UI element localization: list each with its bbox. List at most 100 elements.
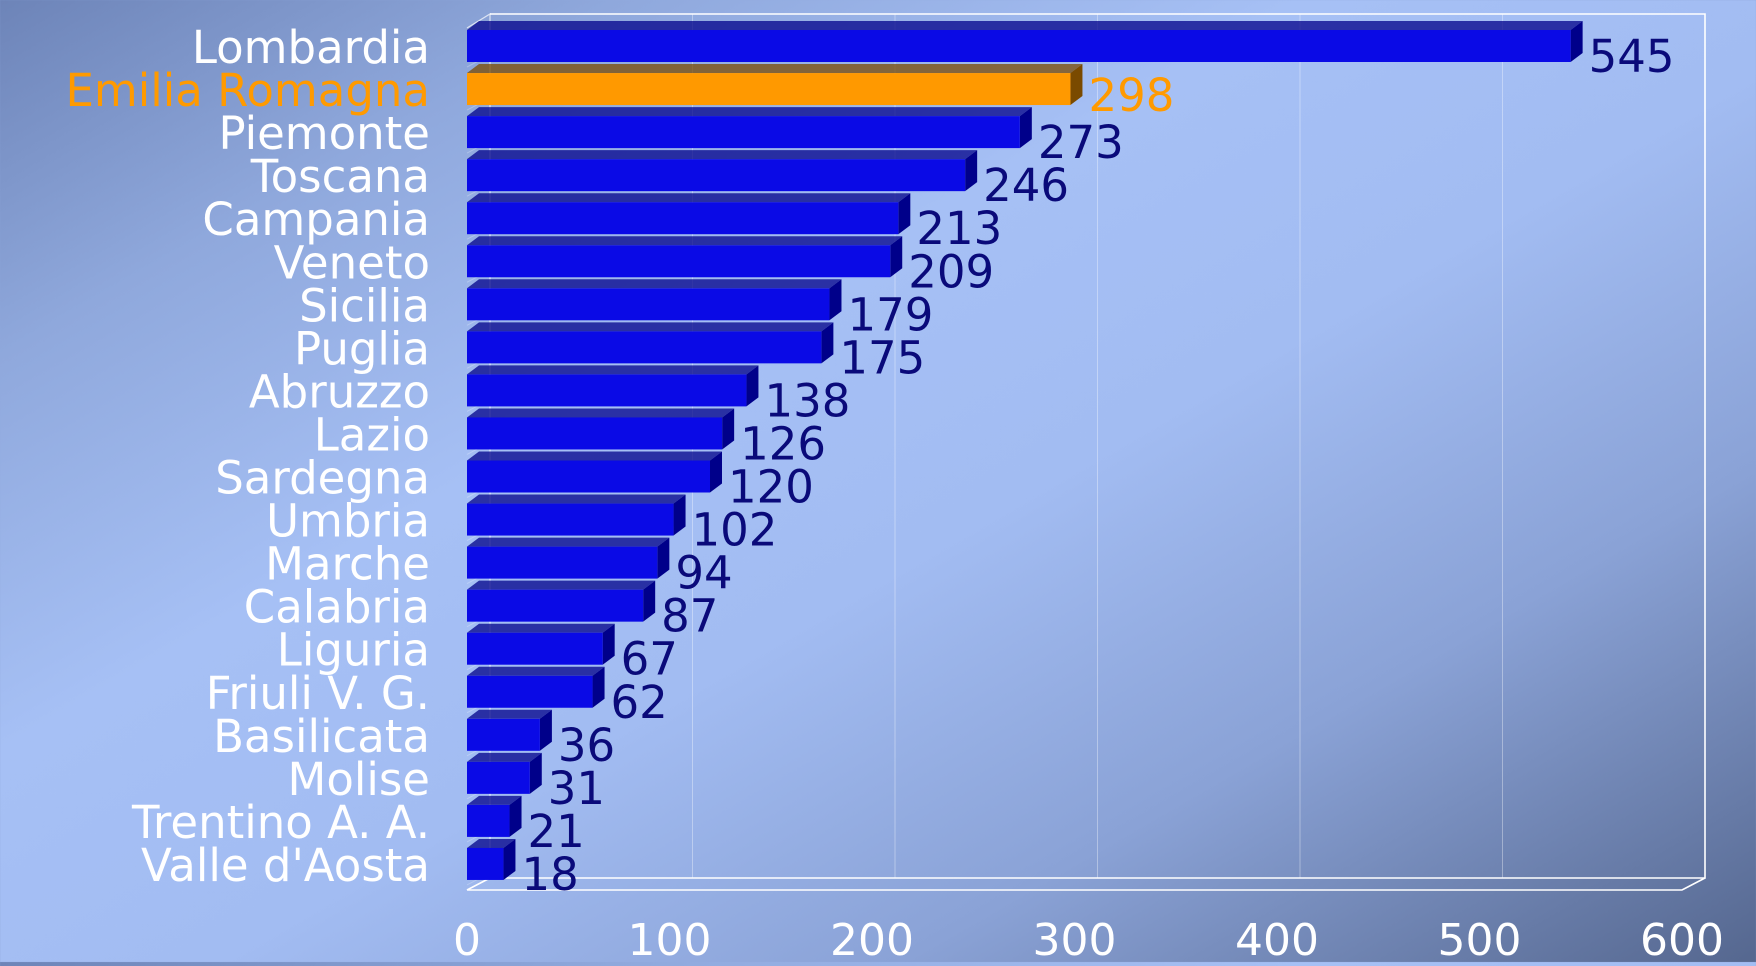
value-label: 62 — [611, 676, 668, 729]
bar-top-face — [467, 451, 722, 461]
bar-side-face — [898, 193, 911, 235]
bar-top-face — [467, 236, 903, 246]
bar-side-face — [722, 408, 735, 450]
bar — [467, 761, 530, 794]
category-label: Trentino A. A. — [131, 796, 430, 849]
bar-side-face — [821, 322, 834, 364]
bar-side-face — [503, 838, 516, 880]
bar — [467, 718, 540, 751]
category-label: Calabria — [244, 581, 430, 634]
x-tick-label: 200 — [830, 915, 914, 962]
x-tick-label: 100 — [628, 915, 712, 962]
category-label: Basilicata — [213, 710, 430, 763]
bar-top-face — [467, 623, 615, 633]
x-tick-label: 600 — [1640, 915, 1724, 962]
value-label: 67 — [621, 633, 678, 686]
bar-side-face — [710, 451, 722, 493]
bar — [467, 675, 593, 708]
bar-side-face — [746, 365, 759, 407]
value-label: 102 — [692, 504, 778, 557]
bar — [467, 159, 966, 192]
value-label: 545 — [1589, 30, 1675, 83]
bar — [467, 331, 822, 364]
value-label: 21 — [528, 805, 585, 858]
value-label: 273 — [1038, 116, 1124, 169]
value-label: 18 — [521, 848, 578, 901]
category-label: Puglia — [294, 322, 430, 375]
value-label: 179 — [847, 288, 933, 341]
value-label: 298 — [1088, 69, 1174, 122]
bar-side-face — [602, 623, 615, 665]
value-label: 126 — [740, 417, 826, 470]
bar-side-face — [1570, 21, 1583, 62]
category-label: Sardegna — [215, 452, 430, 505]
bar — [467, 374, 747, 407]
x-tick-label: 300 — [1033, 915, 1117, 962]
category-label: Lazio — [314, 408, 430, 461]
x-tick-label: 500 — [1438, 915, 1522, 962]
category-label: Sicilia — [299, 279, 430, 332]
bar-side-face — [509, 795, 522, 837]
category-label: Piemonte — [218, 107, 430, 160]
bar-side-face — [539, 709, 552, 751]
bar-top-face — [467, 365, 759, 375]
value-label: 94 — [675, 547, 732, 600]
bar — [467, 632, 603, 665]
category-label: Molise — [288, 753, 431, 806]
bar-side-face — [829, 279, 842, 321]
value-label: 120 — [728, 461, 814, 514]
category-label: Friuli V. G. — [206, 667, 430, 720]
bar-side-face — [592, 666, 605, 708]
category-label: Marche — [265, 538, 430, 591]
plot-area-frame — [490, 13, 1706, 879]
bar — [467, 804, 510, 837]
value-label: 87 — [661, 590, 718, 643]
value-label: 209 — [908, 245, 994, 298]
bar-top-face — [467, 537, 670, 547]
bar — [467, 460, 710, 493]
bar-side-face — [1019, 107, 1032, 149]
category-label: Campania — [202, 193, 430, 246]
bar-highlight — [467, 73, 1071, 106]
bar-top-face — [467, 580, 656, 590]
bar-side-face — [890, 236, 903, 278]
x-tick-label: 400 — [1235, 915, 1319, 962]
category-label: Emilia Romagna — [65, 64, 430, 117]
bar — [467, 847, 504, 880]
value-label: 31 — [548, 762, 605, 815]
bar-top-face — [467, 193, 911, 203]
bar-side-face — [1070, 64, 1083, 106]
bar-top-face — [467, 494, 686, 504]
value-label: 246 — [983, 159, 1069, 212]
bar — [467, 417, 723, 450]
bar-top-face — [467, 107, 1032, 117]
value-label: 138 — [764, 374, 850, 427]
bar-top-face — [467, 752, 542, 762]
bar-side-face — [673, 494, 686, 536]
bar-top-face — [467, 322, 834, 332]
bar-side-face — [965, 150, 978, 192]
bar — [467, 202, 899, 235]
bar-side-face — [529, 752, 542, 794]
value-label: 175 — [839, 331, 925, 384]
bar — [467, 546, 658, 579]
category-label: Lombardia — [192, 21, 430, 74]
category-label: Veneto — [274, 236, 430, 289]
bar-side-face — [643, 580, 656, 622]
value-label: 36 — [558, 719, 615, 772]
bar-top-face — [467, 795, 522, 805]
bar — [467, 116, 1020, 149]
bar — [467, 589, 644, 622]
bar — [467, 503, 674, 536]
bar — [467, 245, 891, 278]
bar-top-face — [467, 21, 1583, 30]
bar-top-face — [467, 408, 735, 418]
category-label: Valle d'Aosta — [141, 839, 430, 892]
bar-top-face — [467, 64, 1083, 74]
category-label: Liguria — [277, 624, 430, 677]
x-axis-line — [466, 877, 1706, 891]
bar-top-face — [467, 709, 552, 719]
bar-top-face — [467, 279, 842, 289]
